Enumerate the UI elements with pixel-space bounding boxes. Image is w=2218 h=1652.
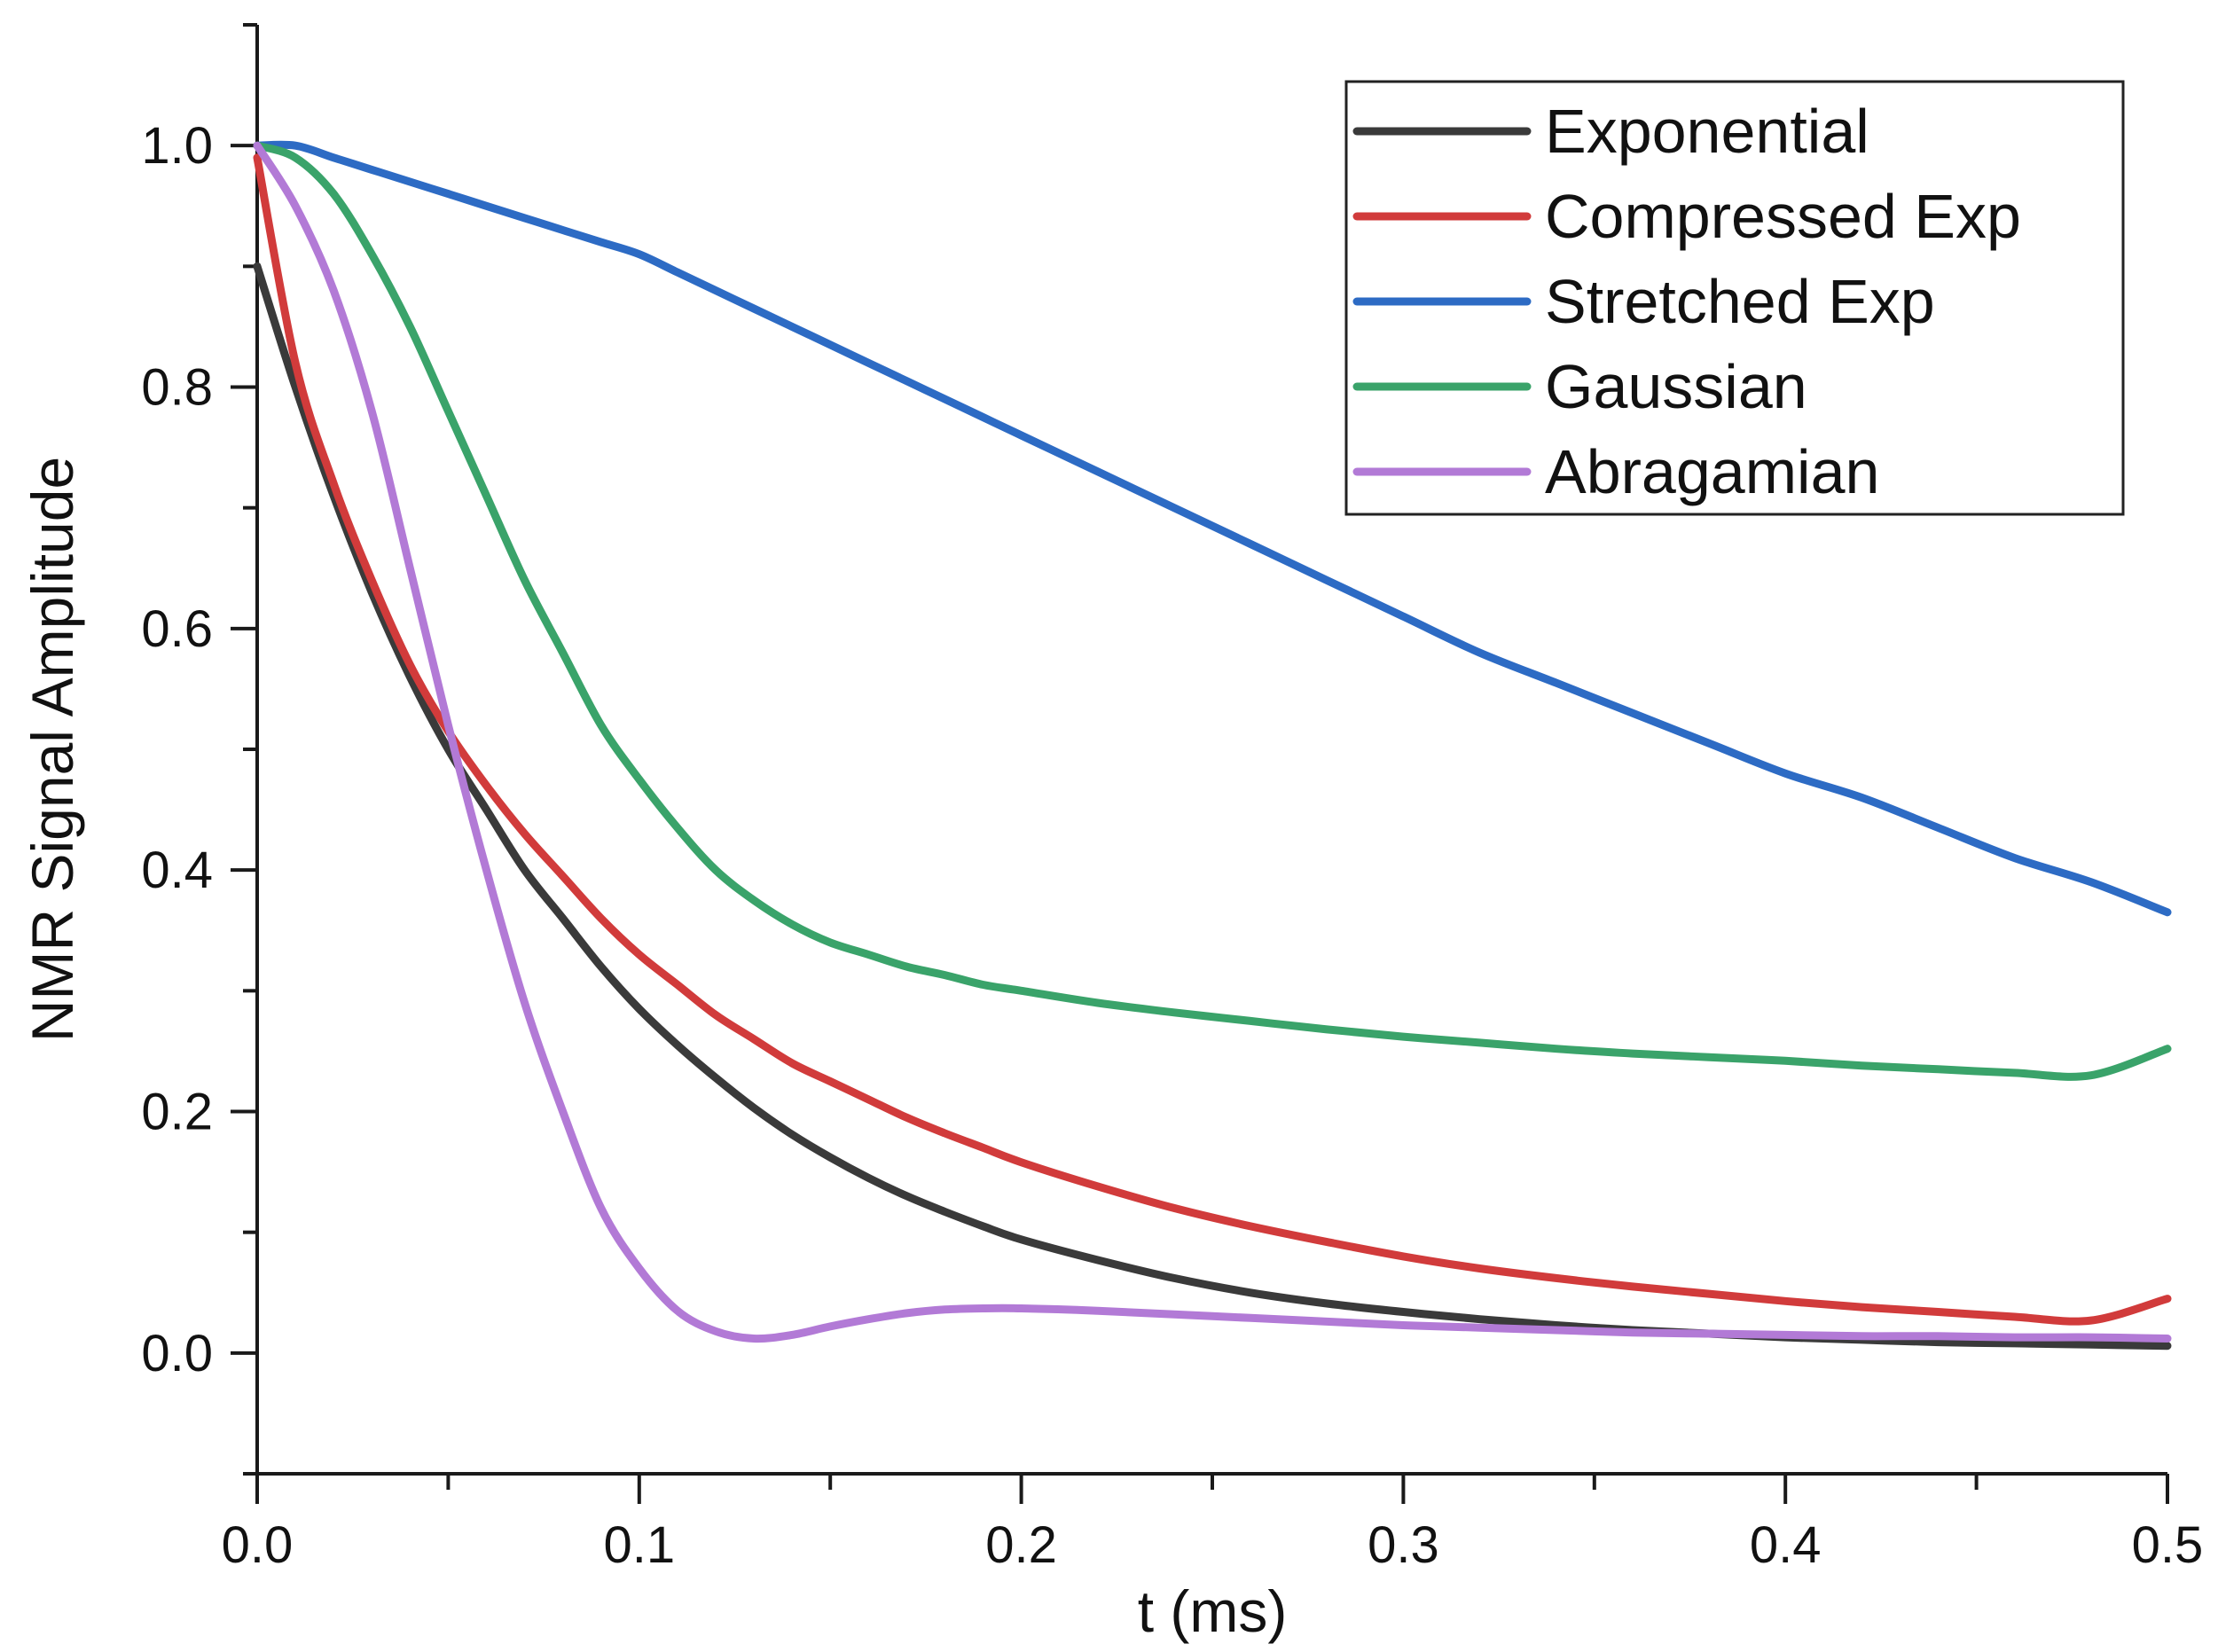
x-tick-label: 0.1 [603, 1516, 675, 1574]
x-axis-title: t (ms) [1138, 1578, 1288, 1644]
series-layer [253, 140, 2172, 1351]
x-tick-label: 0.4 [1750, 1516, 1822, 1574]
x-tick-label: 0.2 [985, 1516, 1057, 1574]
y-tick-label: 0.6 [141, 600, 213, 658]
legend-item-abragamian: Abragamian [1352, 437, 1879, 506]
y-tick-label: 0.2 [141, 1084, 213, 1141]
legend: Exponential Compressed Exp Stretched Exp Ga… [1344, 80, 2125, 516]
legend-item-compressed-exp: Compressed Exp [1352, 182, 2021, 251]
legend-label: Compressed Exp [1545, 182, 2021, 251]
series-line-gaussian [253, 141, 2172, 1081]
x-ticks: 0.0 0.1 0.2 0.3 0.4 0.5 [222, 1474, 2204, 1574]
y-tick-label: 0.0 [141, 1325, 213, 1382]
legend-label: Exponential [1545, 97, 1869, 166]
series-line-stretched-exp [253, 140, 2172, 917]
y-tick-label: 1.0 [141, 117, 213, 175]
legend-items: Exponential Compressed Exp Stretched Exp Ga… [1352, 97, 2021, 506]
x-tick-label: 0.3 [1368, 1516, 1439, 1574]
y-ticks: 0.0 0.2 0.4 0.6 0.8 1.0 [141, 23, 257, 1476]
legend-item-stretched-exp: Stretched Exp [1352, 267, 1935, 336]
y-tick-label: 0.8 [141, 359, 213, 417]
x-tick-label: 0.5 [2132, 1516, 2204, 1574]
legend-label: Gaussian [1545, 352, 1807, 421]
plot-area: 0.0 0.1 0.2 0.3 0.4 0.5 0.0 0.2 0.4 0.6 0.8 1.0 [141, 23, 2204, 1574]
legend-item-gaussian: Gaussian [1352, 352, 1807, 421]
series-line-abragamian [253, 141, 2172, 1343]
legend-label: Abragamian [1545, 437, 1879, 506]
series-line-compressed-exp [253, 153, 2172, 1326]
x-tick-label: 0.0 [222, 1516, 294, 1574]
y-axis-title: NMR Signal Amplitude [20, 457, 85, 1042]
y-tick-label: 0.4 [141, 842, 213, 899]
legend-label: Stretched Exp [1545, 267, 1935, 336]
legend-box [1344, 80, 2125, 516]
legend-item-exponential: Exponential [1352, 97, 1869, 166]
